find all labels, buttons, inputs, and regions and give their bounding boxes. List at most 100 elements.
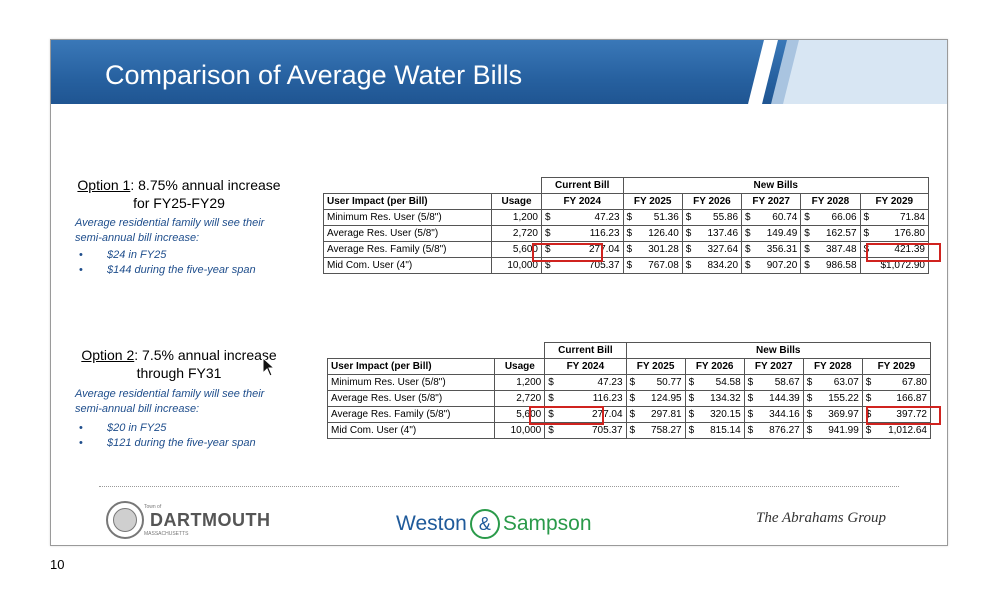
option2-label: Option 2 xyxy=(81,347,135,363)
currency-symbol: $ xyxy=(863,212,870,223)
blank-cell xyxy=(328,343,545,359)
bill-value-cell: $55.86 xyxy=(681,209,743,226)
bill-value-cell: $758.27 xyxy=(625,422,686,439)
currency-symbol: $ xyxy=(804,260,810,271)
highlight-fy2024-option1 xyxy=(532,243,603,262)
currency-symbol: $ xyxy=(685,212,692,223)
bill-value-cell: $51.36 xyxy=(622,209,683,226)
bill-amount: 67.80 xyxy=(901,377,927,388)
bill-amount: 834.20 xyxy=(707,260,739,271)
bill-amount: 55.86 xyxy=(713,212,739,223)
option2-bullets: • $20 in FY25 • $121 during the five-year … xyxy=(79,421,256,451)
bill-amount: 116.23 xyxy=(592,393,623,404)
currency-symbol: $ xyxy=(745,260,751,271)
new-bills-header: New Bills xyxy=(625,342,932,359)
option2-bullet: • $20 in FY25 xyxy=(79,422,167,434)
bill-amount: 63.07 xyxy=(833,377,859,388)
bill-amount: 369.97 xyxy=(828,409,859,420)
option1-bullet: • $24 in FY25 xyxy=(79,249,167,261)
bill-value-cell: $126.40 xyxy=(622,225,683,242)
currency-symbol: $ xyxy=(685,228,692,239)
bill-value-cell: $58.67 xyxy=(743,374,804,391)
bill-amount: 297.81 xyxy=(651,409,682,420)
bill-value-cell: $941.99 xyxy=(802,422,863,439)
user-type-cell: Average Res. Family (5/8") xyxy=(322,241,493,258)
usage-cell: 1,200 xyxy=(491,209,542,226)
currency-symbol: $ xyxy=(863,228,870,239)
bill-amount: 907.20 xyxy=(766,260,798,271)
currency-symbol: $ xyxy=(865,409,872,420)
table-row: Mid Com. User (4") 10,000 $705.37 $758.27 $8… xyxy=(326,422,932,439)
year-header: FY 2024 xyxy=(540,193,624,210)
usage-cell: 2,720 xyxy=(491,225,542,242)
bill-value-cell: $297.81 xyxy=(625,406,686,423)
bill-value-cell: $1,012.64 xyxy=(861,422,932,439)
bill-amount: 356.31 xyxy=(766,244,798,255)
highlight-fy2029-option2 xyxy=(866,406,941,425)
currency-symbol: $ xyxy=(548,425,554,436)
bill-amount: 60.74 xyxy=(772,212,798,223)
currency-symbol: $ xyxy=(747,425,754,436)
user-type-cell: Average Res. Family (5/8") xyxy=(326,406,496,423)
bill-value-cell: $320.15 xyxy=(684,406,745,423)
currency-symbol: $ xyxy=(688,393,695,404)
weston-sampson-logo: Weston & Sampson xyxy=(396,509,592,539)
bill-amount: 705.37 xyxy=(591,425,623,436)
dartmouth-sub-text: MASSACHUSETTS xyxy=(144,530,189,537)
table-row: Average Res. User (5/8") 2,720 $116.23 $124… xyxy=(326,390,932,407)
currency-symbol: $ xyxy=(688,409,695,420)
bill-amount: 277.04 xyxy=(588,244,620,255)
usage-cell: 2,720 xyxy=(494,390,546,407)
option1-note: Average residential family will see thei… xyxy=(75,216,264,246)
year-header: FY 2027 xyxy=(741,193,802,210)
currency-symbol: $ xyxy=(806,393,813,404)
currency-symbol: $ xyxy=(544,244,551,255)
currency-symbol: $ xyxy=(544,212,551,223)
year-header: FY 2025 xyxy=(622,193,683,210)
bill-value-cell: $907.20 xyxy=(741,257,802,274)
bill-amount: 767.08 xyxy=(648,260,679,271)
option2-heading: Option 2: 7.5% annual increase through F… xyxy=(59,346,299,382)
dartmouth-logo: Town of DARTMOUTH MASSACHUSETTS xyxy=(106,501,270,539)
bill-value-cell: $47.23 xyxy=(540,209,624,226)
year-header: FY 2024 xyxy=(544,358,627,375)
user-impact-header: User Impact (per Bill) xyxy=(322,193,493,210)
bill-value-cell: $815.14 xyxy=(684,422,745,439)
currency-symbol: $ xyxy=(626,228,633,239)
table-row: Average Res. Family (5/8") 5,600 $277.04 $2… xyxy=(326,406,932,423)
bill-amount: 301.28 xyxy=(648,244,679,255)
user-type-cell: Average Res. User (5/8") xyxy=(322,225,493,242)
bill-value-cell: $134.32 xyxy=(684,390,745,407)
mouse-cursor-icon xyxy=(262,357,276,377)
table-row: Mid Com. User (4") 10,000 $705.37 $767.08 $8… xyxy=(322,257,930,274)
abrahams-group-logo: The Abrahams Group xyxy=(756,510,887,526)
table-row: Average Res. User (5/8") 2,720 $116.23 $126… xyxy=(322,225,930,242)
bill-amount: 66.06 xyxy=(831,212,857,223)
weston-text: Weston xyxy=(396,512,467,535)
year-header: FY 2028 xyxy=(800,193,861,210)
user-type-cell: Mid Com. User (4") xyxy=(326,422,496,439)
option1-bullets: • $24 in FY25 • $144 during the five-year … xyxy=(79,248,256,278)
currency-symbol: $ xyxy=(806,425,813,436)
currency-symbol: $ xyxy=(544,228,551,239)
option1-note-line2: semi-annual bill increase: xyxy=(75,232,200,244)
bill-amount: 166.87 xyxy=(896,393,927,404)
blank-cell xyxy=(324,178,542,194)
bill-amount: 134.32 xyxy=(710,393,741,404)
bill-value-cell: $301.28 xyxy=(622,241,683,258)
option2-bullet: • $121 during the five-year span xyxy=(79,437,256,449)
bill-value-cell: $63.07 xyxy=(802,374,863,391)
option1-desc-line1: : 8.75% annual increase xyxy=(130,177,281,193)
user-type-cell: Average Res. User (5/8") xyxy=(326,390,496,407)
bill-amount: 137.46 xyxy=(707,228,739,239)
bill-value-cell: $767.08 xyxy=(622,257,683,274)
bill-amount: $1,072.90 xyxy=(880,260,926,271)
bill-value-cell: $162.57 xyxy=(800,225,861,242)
year-header: FY 2029 xyxy=(859,193,930,210)
year-header: FY 2026 xyxy=(684,358,745,375)
currency-symbol: $ xyxy=(548,409,554,420)
header-stripe-pale-blue xyxy=(783,40,947,104)
option2-desc-line2: through FY31 xyxy=(136,365,222,381)
new-bills-header: New Bills xyxy=(622,177,930,194)
option2-note: Average residential family will see thei… xyxy=(75,387,264,417)
